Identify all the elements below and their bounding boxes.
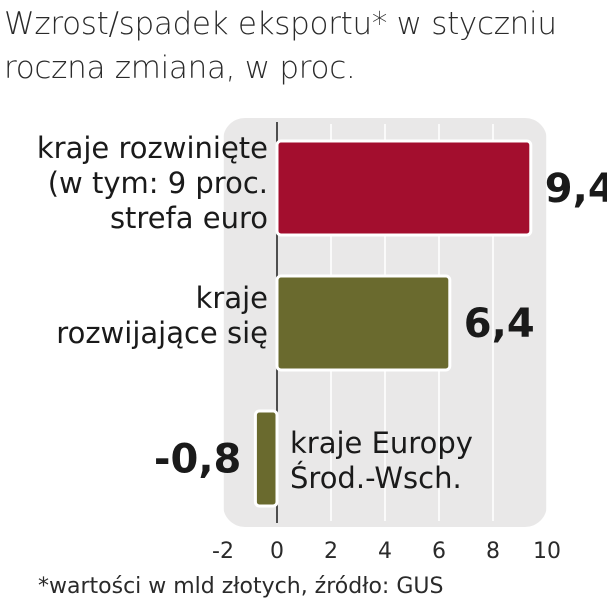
bar [253,409,279,508]
category-label: strefa euro [110,201,268,235]
chart-subtitle: roczna zmiana, w proc. [4,50,356,86]
x-tick-label: 8 [486,539,500,564]
category-label: kraje Europy [290,426,473,460]
category-label: rozwijające się [56,316,268,350]
x-tick-label: 4 [378,539,392,564]
category-label: (w tym: 9 proc. [48,166,268,200]
source-footnote: *wartości w mld złotych, źródło: GUS [38,574,444,599]
bar [275,139,533,237]
bar [275,274,452,372]
x-tick-label: 2 [324,539,338,564]
category-label: Środ.-Wsch. [290,461,462,495]
bar-value-label: 9,4 [545,166,607,212]
bar-value-label: -0,8 [154,437,241,483]
x-tick-label: 0 [270,539,284,564]
x-tick-label: -2 [212,539,234,564]
chart-title-block: Wzrost/spadek eksportu* w styczniu roczn… [4,2,557,90]
bar-value-label: 6,4 [464,301,535,347]
x-tick-label: 6 [432,539,446,564]
category-label: kraje rozwinięte [37,131,268,165]
category-label: kraje [196,281,268,315]
x-tick-label: 10 [533,539,561,564]
chart-title: Wzrost/spadek eksportu* w styczniu [4,6,557,42]
